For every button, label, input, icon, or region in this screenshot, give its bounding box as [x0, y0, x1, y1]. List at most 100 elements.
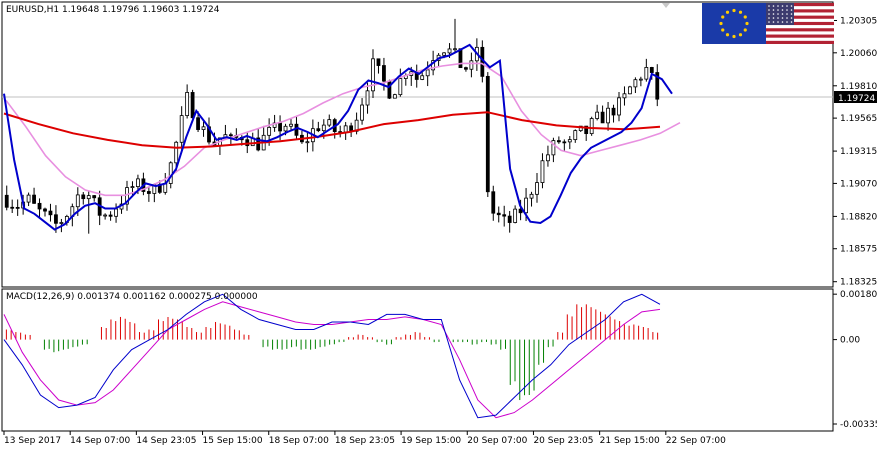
eu-star-icon [732, 8, 736, 13]
macd-signal-line [3, 301, 661, 419]
us-stripe [766, 6, 834, 10]
candle-body [524, 197, 528, 214]
candle-body [551, 140, 556, 156]
macd-tick-label: 0.001804 [840, 290, 877, 300]
price-tick-label: 1.20060 [840, 49, 877, 59]
macd-plot [3, 293, 661, 419]
candle-body [382, 65, 386, 82]
chart-shift-icon[interactable] [662, 3, 670, 8]
us-star-icon [768, 9, 770, 11]
candle-body [556, 140, 561, 143]
time-tick-label: 21 Sep 15:00 [600, 436, 660, 446]
candle-body [540, 160, 545, 184]
candle-body [507, 215, 512, 223]
candle-body [491, 191, 496, 214]
eu-star-icon [719, 21, 723, 26]
us-stripe [766, 37, 834, 42]
candle-body [168, 162, 173, 184]
candle-body [86, 195, 91, 200]
candle-body [48, 210, 53, 216]
price-plot [3, 18, 681, 234]
candle-body [343, 125, 348, 133]
candle-body [146, 191, 151, 194]
us-stripe [766, 15, 834, 20]
us-star-icon [786, 5, 788, 7]
macd-panel-frame [1, 288, 834, 432]
candle-body [114, 208, 118, 217]
candle-body [15, 206, 20, 209]
time-tick-label: 20 Sep 23:05 [533, 436, 593, 446]
time-tick-label: 14 Sep 23:05 [136, 436, 196, 446]
us-star-icon [777, 13, 779, 15]
candle-body [305, 141, 310, 144]
us-stripe [766, 25, 834, 29]
us-star-icon [781, 13, 784, 15]
candle-body [360, 104, 364, 121]
candle-body [502, 214, 507, 217]
current-price-tag: 1.19724 [838, 94, 875, 104]
price-tick-label: 1.20305 [840, 16, 877, 26]
us-stripe [766, 31, 834, 35]
candle-body [196, 117, 200, 130]
us-star-icon [777, 21, 779, 23]
candle-body [130, 186, 135, 189]
candle-body [589, 118, 594, 135]
eu-star-icon [743, 28, 747, 32]
macd-main-line [3, 293, 661, 419]
candle-body [371, 58, 375, 92]
candle-body [365, 90, 370, 106]
us-star-icon [768, 5, 770, 7]
candle-body [622, 93, 627, 99]
us-star-icon [790, 5, 793, 7]
candle-body [649, 67, 654, 73]
candle-body [228, 134, 233, 137]
time-tick-label: 18 Sep 23:05 [335, 436, 395, 446]
ma-slow-line [3, 111, 661, 149]
us-stripe [766, 28, 834, 32]
candle-body [546, 154, 550, 162]
candle-body [425, 69, 430, 77]
us-star-icon [772, 5, 775, 7]
candle-body [136, 178, 140, 187]
candle-body [485, 75, 490, 193]
candle-body [32, 194, 36, 204]
candle-body [43, 208, 47, 212]
candle-body [578, 125, 583, 132]
us-star-icon [768, 21, 770, 23]
eu-star-icon [721, 28, 725, 32]
candle-body [289, 123, 293, 127]
us-star-icon [790, 9, 793, 11]
us-stripe [766, 12, 834, 16]
candle-body [4, 194, 9, 208]
candle-body [321, 124, 326, 132]
candle-body [201, 126, 206, 130]
us-star-icon [768, 13, 770, 15]
time-tick-label: 19 Sep 15:00 [401, 436, 461, 446]
candle-body [54, 214, 58, 224]
candle-body [513, 208, 518, 223]
eu-star-icon [721, 15, 725, 19]
candle-body [103, 214, 108, 217]
candle-body [655, 72, 660, 100]
us-star-icon [786, 13, 788, 15]
us-canton [766, 3, 794, 25]
us-star-icon [790, 21, 793, 23]
us-star-icon [772, 13, 775, 15]
symbol-header: EURUSD,H1 1.19648 1.19796 1.19603 1.1972… [6, 5, 220, 15]
us-star-icon [790, 17, 793, 19]
candle-body [59, 222, 64, 224]
candle-body [469, 60, 474, 70]
us-star-icon [781, 9, 784, 11]
us-star-icon [781, 21, 784, 23]
price-tick-label: 1.19315 [840, 147, 877, 157]
price-tick-label: 1.18575 [840, 245, 877, 255]
candle-body [26, 194, 31, 203]
price-tick-label: 1.19070 [840, 179, 877, 189]
us-stripes-icon [766, 3, 834, 45]
us-star-icon [777, 9, 779, 11]
us-star-icon [781, 17, 784, 19]
us-star-icon [790, 13, 793, 15]
candle-body [611, 107, 616, 116]
